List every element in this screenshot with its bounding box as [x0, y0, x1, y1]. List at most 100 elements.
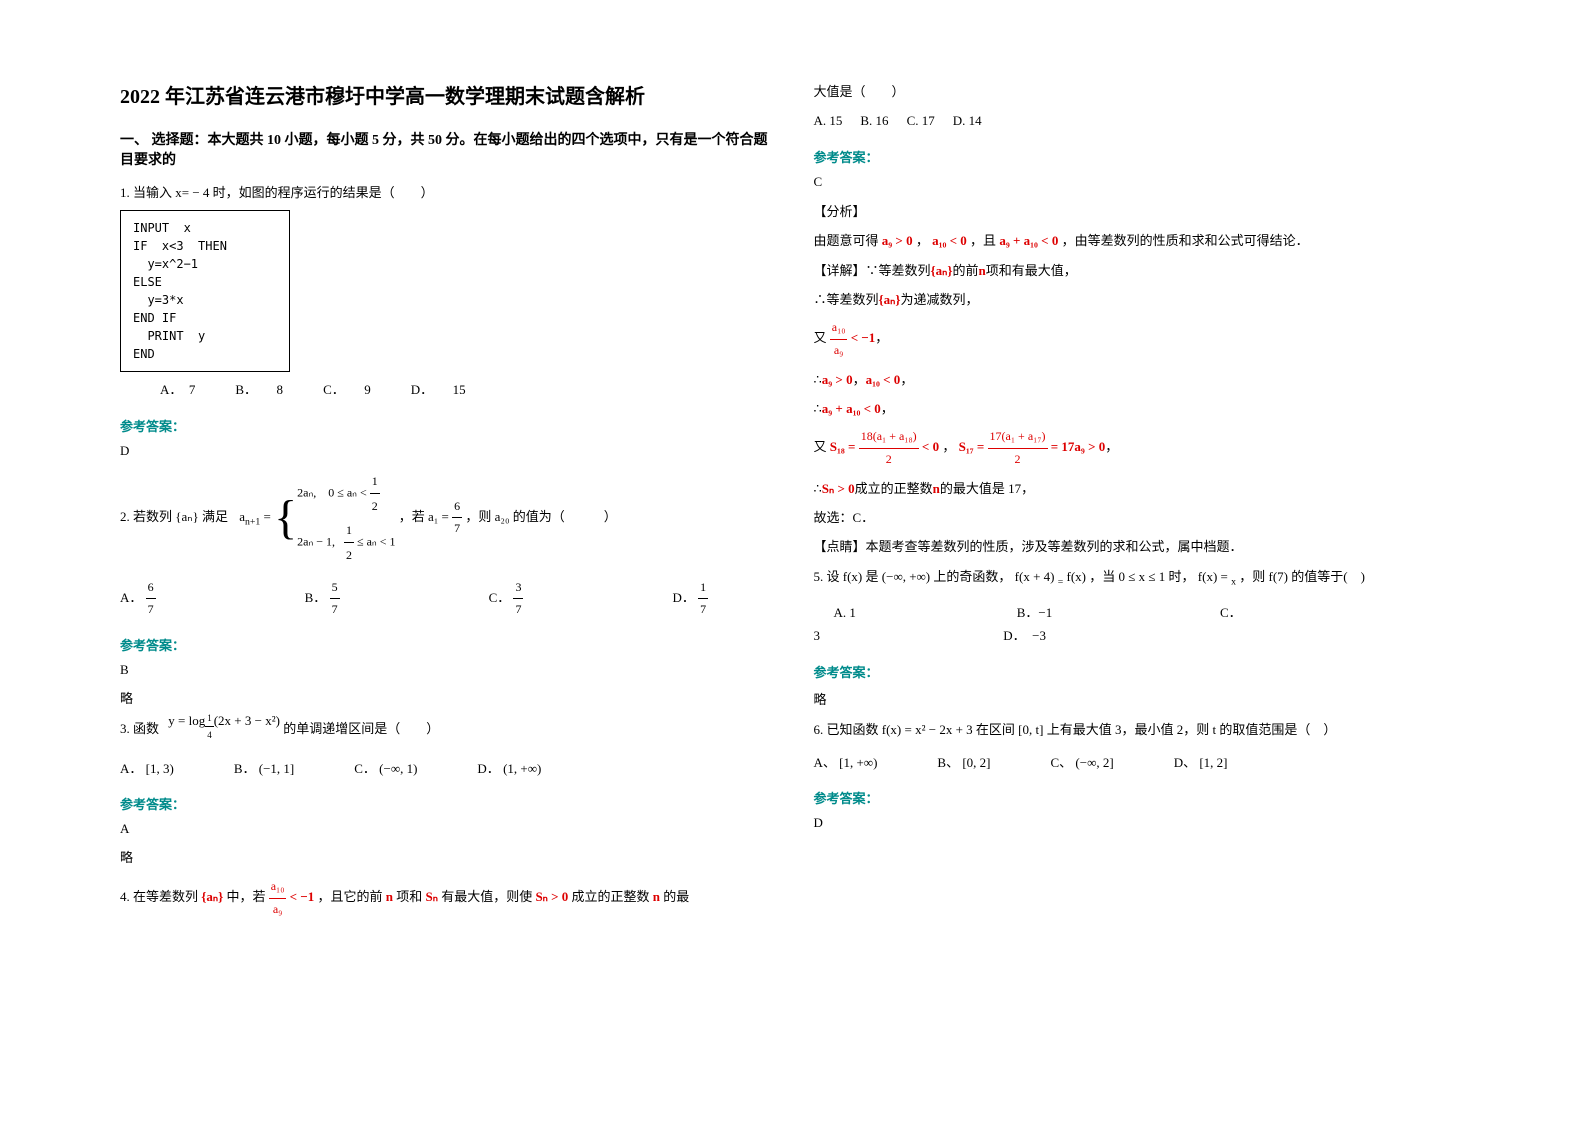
- q4-step9: 故选：C．: [814, 506, 1468, 529]
- section1-header: 一、 选择题：本大题共 10 小题，每小题 5 分，共 50 分。在每小题给出的…: [120, 129, 774, 169]
- q4-opt-d: D. 14: [953, 109, 982, 132]
- q6-answer: D: [814, 815, 1468, 831]
- question-4-stem: 4. 在等差数列 {aₙ} 中，若 a₁₀a₉ < −1 ，且它的前 n 项和 …: [120, 876, 774, 920]
- q5-stem-a: 5. 设: [814, 569, 840, 584]
- q2-case2b: ≤ aₙ < 1: [357, 534, 395, 548]
- q2-opt-d: D． 17: [672, 577, 708, 621]
- q3-opt-b: B． (−1, 1]: [234, 757, 294, 780]
- left-column: 2022 年江苏省连云港市穆圩中学高一数学理期末试题含解析 一、 选择题：本大题…: [100, 80, 794, 1082]
- q6-stem-c: 上有最大值 3，最小值 2，则: [1047, 722, 1210, 737]
- q2-opt-b: B． 57: [305, 577, 340, 621]
- q6-answer-label: 参考答案：: [814, 788, 1468, 807]
- q6-stem-a: 6. 已知函数: [814, 722, 879, 737]
- q2-opt-a: A． 67: [120, 577, 156, 621]
- question-6: 6. 已知函数 f(x) = x² − 2x + 3 在区间 [0, t] 上有…: [814, 718, 1468, 775]
- q4-n: n: [386, 889, 393, 904]
- q2-a1-frac: 67: [452, 496, 462, 540]
- q4-continued: 大值是（ ） A. 15 B. 16 C. 17 D. 14: [814, 80, 1468, 133]
- q4-step4: 又 a₁₀a₉ < −1，: [814, 317, 1468, 361]
- q4-step1: 由题意可得 a₉ > 0 ， a₁₀ < 0 ，且 a₉ + a₁₀ < 0 ，…: [814, 229, 1468, 252]
- q4-comment: 【点睛】本题考查等差数列的性质，涉及等差数列的求和公式，属中档题．: [814, 535, 1468, 558]
- q3-stem-b: 的单调递增区间是（ ）: [283, 721, 439, 736]
- page-title: 2022 年江苏省连云港市穆圩中学高一数学理期末试题含解析: [120, 80, 774, 109]
- q5-opt-c: C．: [1220, 601, 1242, 624]
- q4-stem-g: 的最: [663, 889, 689, 904]
- q4-n2: n: [653, 889, 660, 904]
- q4-sn2: Sₙ > 0: [535, 889, 568, 904]
- q3-answer-label: 参考答案：: [120, 794, 774, 813]
- q2-stem-d: ，若: [399, 509, 425, 524]
- q4-opt-a: A. 15: [814, 109, 843, 132]
- q1-opt-d: D． 15: [411, 378, 466, 401]
- q6-interval: [0, t]: [1018, 722, 1043, 737]
- q3-stem-a: 3. 函数: [120, 721, 159, 736]
- question-1: 1. 当输入 x= ­− 4 时，如图的程序运行的结果是（ ） INPUT x …: [120, 181, 774, 402]
- q6-t: t: [1212, 722, 1216, 737]
- q6-opt-d: D、 [1, 2]: [1174, 751, 1228, 774]
- q1-answer-label: 参考答案：: [120, 416, 774, 435]
- q1-stem: 1. 当输入 x= ­− 4 时，如图的程序运行的结果是（ ）: [120, 181, 774, 204]
- right-column: 大值是（ ） A. 15 B. 16 C. 17 D. 14 参考答案： C 【…: [794, 80, 1488, 1082]
- question-2: 2. 若数列 {aₙ} 满足 an+1 = { 2aₙ, 0 ≤ aₙ < 12…: [120, 469, 774, 621]
- q2-answer: B: [120, 662, 774, 678]
- q5-cond: 0 ≤ x ≤ 1: [1119, 569, 1166, 584]
- q5-opt-a: A. 1: [814, 601, 1014, 624]
- q3-opt-d: D． (1, +∞): [477, 757, 541, 780]
- q4-sn: Sₙ: [426, 889, 438, 904]
- q1-answer: D: [120, 443, 774, 459]
- q5-x: x: [1231, 576, 1236, 587]
- q4-opt-b: B. 16: [860, 109, 888, 132]
- q5-opt-d: D． −3: [1003, 628, 1046, 643]
- q5-stem-d: ，当: [1089, 569, 1115, 584]
- question-5: 5. 设 f(x) 是 (−∞, +∞) 上的奇函数， f(x + 4) = f…: [814, 565, 1468, 648]
- q4-stem-e: 有最大值，则使: [441, 889, 532, 904]
- q2-stem-b: {aₙ}: [175, 509, 198, 524]
- q4-step5: ∴a₉ > 0，a₁₀ < 0，: [814, 368, 1468, 391]
- q4-step3: ∴等差数列{aₙ}为递减数列，: [814, 288, 1468, 311]
- q5-stem-b: 是: [866, 569, 879, 584]
- q1-opt-c: C． 9: [323, 378, 371, 401]
- q5-rel: f(x + 4): [1015, 569, 1055, 584]
- q2-answer-label: 参考答案：: [120, 635, 774, 654]
- q5-fx2: f(x): [1066, 569, 1086, 584]
- q4-stem-a: 4. 在等差数列: [120, 889, 198, 904]
- q2-case1a: 2aₙ,: [297, 485, 316, 499]
- q4-step2: 【详解】∵等差数列{aₙ}的前n项和有最大值，: [814, 259, 1468, 282]
- q2-a1: a₁ =: [428, 509, 449, 524]
- q5-stem-e: 时，: [1169, 569, 1195, 584]
- q2-opt-c: C． 37: [489, 577, 524, 621]
- question-3: 3. 函数 y = log14(2x + 3 − x²) 的单调递增区间是（ ）…: [120, 717, 774, 780]
- q3-opt-c: C． (−∞, 1): [354, 757, 417, 780]
- q2-frac12-top: 12: [370, 469, 380, 518]
- q3-note: 略: [120, 847, 774, 866]
- q4-stem-d: 项和: [396, 889, 422, 904]
- q5-stem-f: ，则: [1239, 569, 1265, 584]
- q5-answer-label: 参考答案：: [814, 662, 1468, 681]
- q4-frac: a₁₀a₉: [269, 876, 287, 920]
- q6-opt-b: B、 [0, 2]: [937, 751, 990, 774]
- q6-stem-b: 在区间: [976, 722, 1015, 737]
- q5-opt-b: B．−1: [1017, 601, 1217, 624]
- q4-an: {aₙ}: [201, 889, 223, 904]
- q5-dom: (−∞, +∞): [882, 569, 930, 584]
- q4-stem-c: ，且它的前: [318, 889, 383, 904]
- q2-stem-f: 的值为（ ）: [513, 509, 617, 524]
- q1-opt-b: B． 8: [235, 378, 283, 401]
- q4-step8: ∴Sₙ > 0成立的正整数n的最大值是 17，: [814, 477, 1468, 500]
- q5-val: f(x) =: [1198, 569, 1231, 584]
- q3-answer: A: [120, 821, 774, 837]
- q1-opt-a: A． 7: [160, 378, 195, 401]
- q6-opt-c: C、 (−∞, 2]: [1051, 751, 1114, 774]
- q6-opt-a: A、 [1, +∞): [814, 751, 878, 774]
- q5-eq: =: [1058, 576, 1064, 587]
- q2-stem-e: ，则: [465, 509, 491, 524]
- q3-expr: y = log: [168, 713, 205, 728]
- q2-frac12-bot: 12: [344, 518, 354, 567]
- q4-stem-f: 成立的正整数: [572, 889, 650, 904]
- q1-codebox: INPUT x IF x<3 THEN y=x^2−1 ELSE y=3*x E…: [120, 210, 290, 372]
- q4-analysis: 【分析】: [814, 200, 1468, 223]
- q2-piecewise: { 2aₙ, 0 ≤ aₙ < 12 2aₙ − 1, 12 ≤ aₙ < 1: [274, 469, 395, 567]
- q4-stem-h: 大值是（ ）: [814, 84, 905, 99]
- q3-expr2: (2x + 3 − x²): [214, 713, 280, 728]
- q2-stem-a: 2. 若数列: [120, 509, 172, 524]
